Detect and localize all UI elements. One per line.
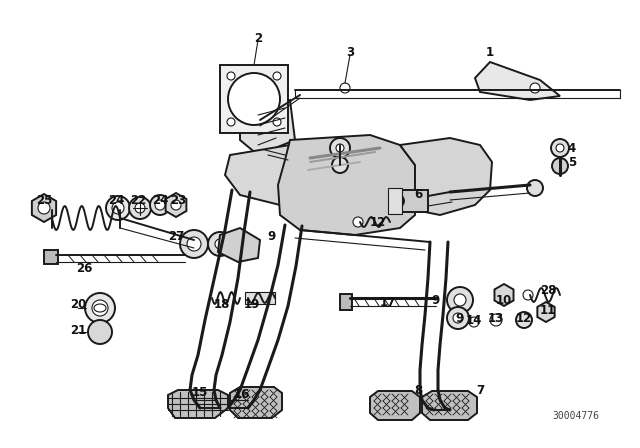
Bar: [44, 250, 58, 264]
Circle shape: [454, 294, 466, 306]
Text: 20: 20: [70, 298, 86, 311]
Polygon shape: [538, 302, 555, 322]
Polygon shape: [422, 391, 477, 420]
Circle shape: [490, 314, 502, 326]
Text: 28: 28: [540, 284, 556, 297]
Circle shape: [88, 320, 112, 344]
Bar: [340, 294, 352, 310]
Circle shape: [527, 180, 543, 196]
Text: 3: 3: [346, 46, 354, 59]
Polygon shape: [166, 193, 186, 217]
Circle shape: [353, 217, 363, 227]
Text: 4: 4: [568, 142, 576, 155]
Text: 25: 25: [36, 194, 52, 207]
Bar: [245, 292, 275, 304]
Circle shape: [187, 237, 201, 251]
Circle shape: [469, 317, 479, 327]
Text: 24: 24: [152, 194, 168, 207]
Circle shape: [273, 118, 281, 126]
Text: 9: 9: [432, 293, 440, 306]
Text: 2: 2: [254, 31, 262, 44]
Polygon shape: [32, 194, 56, 222]
Circle shape: [227, 118, 235, 126]
Polygon shape: [475, 62, 560, 100]
Text: 10: 10: [496, 293, 512, 306]
Circle shape: [516, 312, 532, 328]
Bar: [400, 190, 428, 212]
Bar: [388, 188, 402, 214]
Circle shape: [551, 139, 569, 157]
Circle shape: [92, 300, 108, 316]
Text: 13: 13: [488, 311, 504, 324]
Polygon shape: [240, 100, 295, 155]
Circle shape: [180, 230, 208, 258]
Circle shape: [336, 144, 344, 152]
Circle shape: [332, 157, 348, 173]
Text: 24: 24: [108, 194, 124, 207]
Circle shape: [135, 203, 145, 213]
Text: 27: 27: [168, 231, 184, 244]
Text: 5: 5: [568, 156, 576, 169]
Text: 12: 12: [516, 311, 532, 324]
Circle shape: [208, 232, 232, 256]
Polygon shape: [400, 138, 492, 215]
Text: 19: 19: [244, 298, 260, 311]
Circle shape: [38, 202, 50, 214]
Polygon shape: [218, 228, 260, 262]
Text: 15: 15: [192, 385, 208, 399]
Text: 30004776: 30004776: [552, 411, 600, 421]
Text: 22: 22: [130, 194, 146, 207]
Circle shape: [530, 83, 540, 93]
Text: 9: 9: [456, 311, 464, 324]
Text: 21: 21: [70, 323, 86, 336]
Polygon shape: [495, 284, 513, 306]
Polygon shape: [278, 135, 415, 235]
Circle shape: [150, 195, 170, 215]
Text: 9: 9: [268, 231, 276, 244]
Circle shape: [453, 313, 463, 323]
Circle shape: [273, 72, 281, 80]
Circle shape: [106, 196, 130, 220]
Bar: [220, 65, 288, 133]
Text: 17: 17: [380, 296, 396, 309]
Circle shape: [392, 195, 404, 207]
Circle shape: [556, 144, 564, 152]
Circle shape: [340, 83, 350, 93]
Circle shape: [447, 307, 469, 329]
Circle shape: [523, 290, 533, 300]
Circle shape: [215, 239, 225, 249]
Polygon shape: [168, 390, 228, 418]
Polygon shape: [225, 145, 315, 210]
Text: 8: 8: [414, 383, 422, 396]
Circle shape: [171, 200, 181, 210]
Text: 7: 7: [476, 383, 484, 396]
Circle shape: [129, 197, 151, 219]
Circle shape: [447, 287, 473, 313]
Text: 6: 6: [414, 189, 422, 202]
Circle shape: [552, 158, 568, 174]
Circle shape: [228, 73, 280, 125]
Polygon shape: [370, 391, 420, 420]
Text: 16: 16: [234, 388, 250, 401]
Polygon shape: [230, 387, 282, 418]
Circle shape: [330, 138, 350, 158]
Text: 18: 18: [214, 298, 230, 311]
Text: 26: 26: [76, 262, 92, 275]
Circle shape: [155, 200, 165, 210]
Text: 11: 11: [540, 303, 556, 316]
Text: 14: 14: [466, 314, 482, 327]
Text: 1: 1: [486, 46, 494, 59]
Circle shape: [85, 293, 115, 323]
Circle shape: [227, 72, 235, 80]
Circle shape: [112, 202, 124, 214]
Text: 12: 12: [370, 215, 386, 228]
Text: 23: 23: [170, 194, 186, 207]
